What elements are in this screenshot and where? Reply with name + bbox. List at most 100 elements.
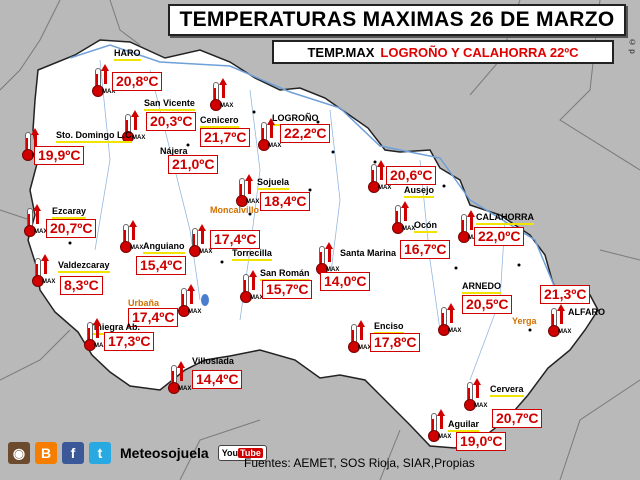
thermometer-icon: MAX [314,242,340,276]
station-label: CALAHORRA [476,212,534,225]
station-name: Sojuela [257,177,290,187]
station-name: Ezcaray [52,206,87,216]
temperature-box: 18,4ºC [260,192,311,211]
station-underline [143,252,185,254]
station-underline [257,188,290,190]
thermometer-icon: MAX [426,409,452,443]
max-label: MAX [178,386,192,392]
station-label: Cenicero [200,115,239,128]
station-name: ARNEDO [462,281,502,291]
footer: ◉ B f t Meteosojuela You Tube Fuentes: AE… [0,436,640,480]
station-label: Nájera [160,146,188,156]
max-label: MAX [402,226,416,232]
thermometer-icon: MAX [118,220,144,254]
max-label: MAX [250,295,264,301]
station-label: Aguilar [448,419,480,432]
temperature-box: 20,8ºC [112,72,163,91]
station-underline [56,141,132,143]
temperature-box: 19,0ºC [456,432,507,451]
station-name: San Román [260,268,310,278]
station-underline [448,430,480,432]
station-label: Villoslada [192,356,234,366]
station-label: Moncalvillo [210,205,259,215]
thermometer-icon: MAX [462,378,488,412]
subtitle-box: TEMP.MAX LOGROÑO Y CALAHORRA 22ºC [272,40,614,64]
temperature-box: 20,3ºC [146,112,197,131]
max-label: MAX [378,185,392,191]
max-label: MAX [132,135,146,141]
station-underline [414,231,438,233]
thermometer-icon: MAX [187,224,213,258]
max-label: MAX [42,279,56,285]
thermometer-icon: MAX [90,64,116,98]
twitter-icon[interactable]: t [89,442,111,464]
station-name: Ocón [414,220,438,230]
temperature-box: 16,7ºC [400,240,451,259]
temperature-box: 20,6ºC [386,166,437,185]
station-underline [144,109,195,111]
station-name: Ausejo [404,185,435,195]
station-label: Cervera [490,384,524,397]
station-underline [58,271,110,273]
station-name: San Vicente [144,98,195,108]
station-label: Ocón [414,220,438,233]
max-label: MAX [268,143,282,149]
temperature-box: 17,3ºC [104,332,155,351]
thermometer-icon: MAX [346,320,372,354]
max-label: MAX [326,267,340,273]
thermometer-icon: MAX [390,201,416,235]
thermometer-icon: MAX [208,78,234,112]
temperature-box: 20,7ºC [46,219,97,238]
station-name: Villoslada [192,356,234,366]
thermometer-icon: MAX [176,284,202,318]
max-label: MAX [94,343,108,349]
max-label: MAX [188,309,202,315]
station-name: Sto. Domingo L.C [56,130,132,140]
station-name: Valdezcaray [58,260,110,270]
copyright-mark: © p [628,38,637,54]
station-label: ARNEDO [462,281,502,294]
temperature-box: 21,7ºC [200,128,251,147]
page-title: TEMPERATURAS MAXIMAS 26 DE MARZO [179,8,615,31]
thermometer-icon: MAX [238,270,264,304]
thermometer-icon: MAX [30,254,56,288]
max-label: MAX [448,328,462,334]
max-label: MAX [130,245,144,251]
youtube-you: You [221,448,239,458]
thermometer-icon: MAX [256,118,282,152]
temperature-box: 15,4ºC [136,256,187,275]
thermometer-icon: MAX [436,303,462,337]
temperature-box: 17,8ºC [370,333,421,352]
thermometer-icon: MAX [546,304,572,338]
station-name: Urbaña [128,298,160,308]
station-underline [404,196,435,198]
station-name: Cenicero [200,115,239,125]
station-name: Moncalvillo [210,205,260,215]
station-label: Anguiano [143,241,185,254]
social-links: ◉ B f t Meteosojuela You Tube [8,442,267,464]
station-name: Santa Marina [340,248,397,258]
youtube-icon[interactable]: You Tube [217,445,267,461]
station-name: CALAHORRA [476,212,534,222]
thermometer-icon: MAX [366,160,392,194]
max-label: MAX [102,89,116,95]
facebook-icon[interactable]: f [62,442,84,464]
station-label: Ausejo [404,185,435,198]
instagram-icon[interactable]: ◉ [8,442,30,464]
station-underline [200,126,239,128]
station-label: Santa Marina [340,248,396,258]
station-underline [52,217,87,219]
station-underline [232,259,272,261]
sources-text: Fuentes: AEMET, SOS Rioja, SIAR,Propias [244,456,475,470]
thermometer-icon: MAX [22,204,48,238]
temperature-box: 15,7ºC [262,280,313,299]
brand-name: Meteosojuela [120,445,209,461]
max-label: MAX [474,403,488,409]
subtitle-highlight: LOGROÑO Y CALAHORRA 22ºC [380,44,579,60]
max-label: MAX [220,103,234,109]
station-label: San Vicente [144,98,195,111]
blogger-icon[interactable]: B [35,442,57,464]
station-name: Cervera [490,384,524,394]
thermometer-icon: MAX [120,110,146,144]
temperature-box: 20,5ºC [462,295,513,314]
